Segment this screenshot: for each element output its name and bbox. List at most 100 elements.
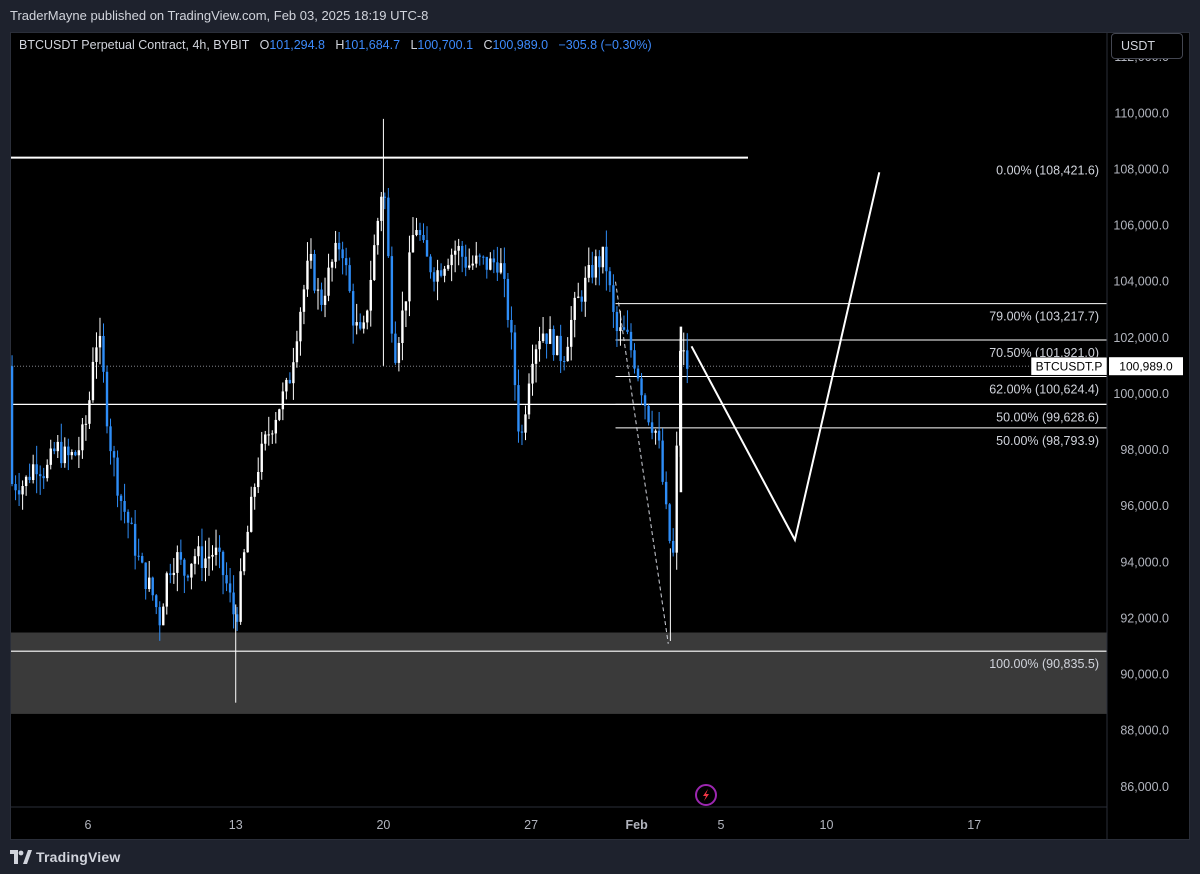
candle-body xyxy=(682,350,685,352)
candle-body xyxy=(239,571,242,622)
candle-body xyxy=(295,341,299,363)
candle-body xyxy=(278,409,281,420)
candle-body xyxy=(418,230,422,236)
price-tick-label: 90,000.0 xyxy=(1120,668,1169,682)
candle-body xyxy=(612,285,615,312)
candle-body xyxy=(573,297,576,320)
candle-body xyxy=(580,296,583,302)
legend-open-value: 101,294.8 xyxy=(269,38,325,52)
fib-level-label: 50.00% (99,628.6) xyxy=(996,410,1099,424)
candle-body xyxy=(60,441,63,464)
candle-body xyxy=(538,341,541,350)
candle-body xyxy=(109,426,112,452)
candle-body xyxy=(302,289,306,312)
candle-body xyxy=(21,486,24,495)
candle-body xyxy=(394,333,397,363)
footer-bar: TradingView xyxy=(0,840,1200,874)
lightning-bolt xyxy=(703,789,709,801)
candle-body xyxy=(383,196,387,198)
candle-body xyxy=(327,267,330,296)
candle-body xyxy=(246,531,249,553)
candle-body xyxy=(650,422,654,433)
candle-body xyxy=(299,311,302,342)
legend-low-value: 100,700.1 xyxy=(417,38,474,52)
candle-body xyxy=(190,563,193,578)
candle-body xyxy=(432,272,436,282)
support-zone xyxy=(11,632,1107,714)
candle-body xyxy=(534,349,538,364)
candle-body xyxy=(566,346,569,362)
time-tick-label: Feb xyxy=(625,818,648,832)
candle-body xyxy=(633,350,636,369)
candle-body xyxy=(513,332,517,386)
tradingview-logo[interactable]: TradingView xyxy=(10,849,120,865)
candle-body xyxy=(162,606,165,626)
candle-body xyxy=(562,361,566,363)
candle-body xyxy=(105,371,109,427)
candle-body xyxy=(559,335,562,362)
candle-body xyxy=(601,246,605,268)
candle-body xyxy=(545,333,548,344)
candle-body xyxy=(548,329,552,344)
projection-path xyxy=(690,172,881,543)
candle-body xyxy=(478,255,481,257)
currency-selector[interactable]: USDT xyxy=(1111,33,1183,59)
candle-body xyxy=(140,556,144,563)
candle-body xyxy=(460,245,464,257)
fib-level-label: 0.00% (108,421.6) xyxy=(996,164,1099,178)
candle-body xyxy=(643,395,647,406)
candle-body xyxy=(520,431,524,433)
price-tick-label: 104,000.0 xyxy=(1113,275,1169,289)
candle-body xyxy=(387,197,390,257)
last-price-value-tag xyxy=(1109,357,1183,376)
candle-body xyxy=(422,235,425,241)
candle-body xyxy=(102,335,105,372)
candle-body xyxy=(267,434,270,436)
events-lightning-icon xyxy=(695,784,717,806)
candle-body xyxy=(137,555,140,557)
candle-body xyxy=(169,573,172,576)
candle-body xyxy=(664,481,668,505)
candle-body xyxy=(622,327,626,330)
candle-body xyxy=(584,277,587,302)
candle-body xyxy=(591,265,594,278)
fib-level-label: 100.00% (90,835.5) xyxy=(989,657,1099,671)
candle-body xyxy=(151,577,154,596)
candle-body xyxy=(629,331,633,351)
dashed-trend-line xyxy=(615,281,669,644)
candle-body xyxy=(527,383,531,415)
candle-body xyxy=(158,607,161,626)
price-chart[interactable]: 0.00% (108,421.6) 79.00% (103,217.7) 70.50… xyxy=(11,33,1190,840)
candle-body xyxy=(397,342,401,363)
candle-body xyxy=(249,496,253,532)
candle-body xyxy=(49,448,52,465)
candle-body xyxy=(577,296,580,298)
candle-body xyxy=(496,262,499,273)
candle-body xyxy=(626,329,629,332)
chart-frame[interactable]: 0.00% (108,421.6) 79.00% (103,217.7) 70.50… xyxy=(10,32,1190,840)
candle-body xyxy=(77,450,81,456)
legend-change: −305.8 (−0.30%) xyxy=(558,38,652,52)
candle-body xyxy=(42,476,45,479)
candle-body xyxy=(235,614,239,622)
candle-body xyxy=(95,347,98,362)
candle-body xyxy=(172,572,176,576)
candle-body xyxy=(211,554,214,557)
candle-body xyxy=(126,511,130,523)
candle-body xyxy=(74,452,77,456)
candle-body xyxy=(453,250,457,255)
candle-body xyxy=(475,255,478,264)
candle-body xyxy=(288,379,292,384)
legend-low-label: L xyxy=(410,38,418,52)
candle-body xyxy=(503,263,506,279)
plot-area: 0.00% (108,421.6) 79.00% (103,217.7) 70.50… xyxy=(11,118,1107,714)
candle-body xyxy=(390,256,394,334)
candle-body xyxy=(482,256,485,258)
legend-symbol[interactable]: BTCUSDT Perpetual Contract, 4h, BYBIT xyxy=(19,38,250,52)
candle-body xyxy=(214,547,218,555)
time-tick-label: 6 xyxy=(85,818,92,832)
legend-open-label: O xyxy=(259,38,270,52)
candle-body xyxy=(408,252,411,302)
candle-body xyxy=(668,504,671,541)
candle-body xyxy=(457,245,460,251)
